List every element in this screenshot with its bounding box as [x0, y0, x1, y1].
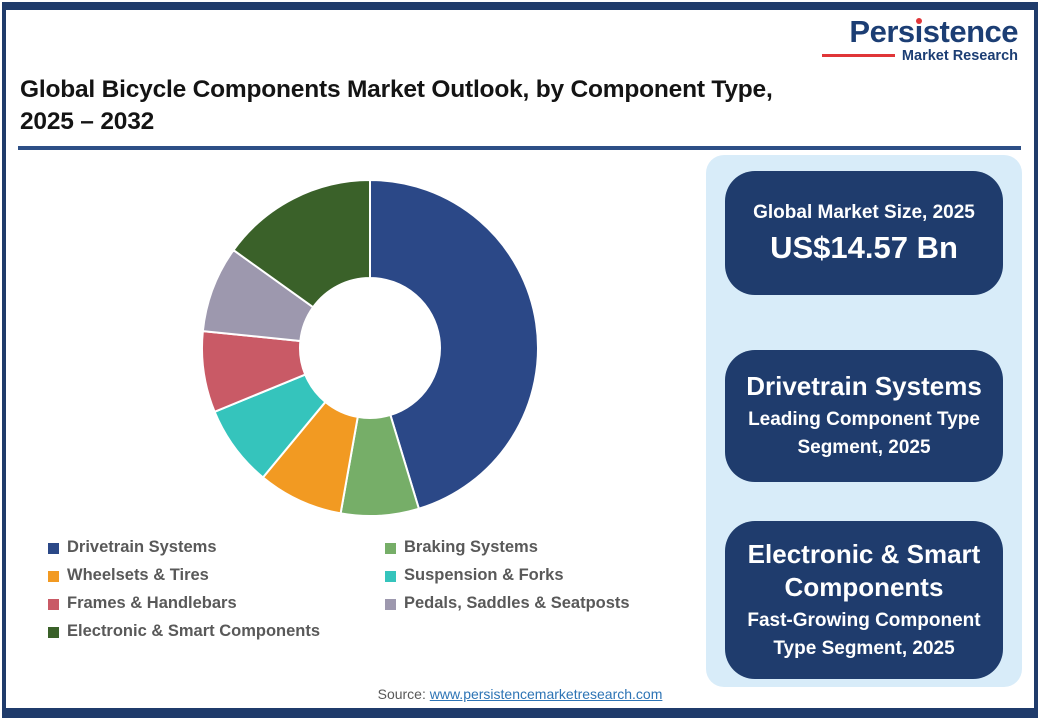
- brand-logo: Persıstence Market Research: [822, 14, 1019, 64]
- leading-segment-card: Drivetrain Systems Leading Component Typ…: [725, 350, 1003, 482]
- chart-legend: Drivetrain Systems Braking Systems Wheelse…: [48, 538, 673, 641]
- page-title: Global Bicycle Components Market Outlook…: [20, 74, 1010, 138]
- brand-name-part: Pers: [849, 14, 915, 49]
- legend-swatch: [385, 542, 396, 554]
- legend-label: Pedals, Saddles & Seatposts: [404, 594, 630, 612]
- legend-swatch: [385, 598, 396, 610]
- legend-item: Drivetrain Systems: [48, 538, 385, 557]
- brand-name-part: ı: [914, 14, 924, 49]
- brand-name: Persıstence: [822, 14, 1019, 49]
- leading-segment-subtitle: Leading Component Type Segment, 2025: [748, 409, 980, 458]
- legend-label: Wheelsets & Tires: [67, 566, 209, 584]
- title-underline: [18, 146, 1021, 150]
- brand-red-rule: [822, 54, 895, 58]
- page-title-line1: Global Bicycle Components Market Outlook…: [20, 76, 773, 103]
- donut-segment-drivetrain-systems: [369, 179, 539, 510]
- highlights-panel: Global Market Size, 2025 US$14.57 Bn Dri…: [706, 155, 1022, 687]
- market-size-title: Global Market Size, 2025: [753, 201, 975, 223]
- source-label: Source:: [377, 686, 426, 702]
- legend-swatch: [48, 626, 59, 638]
- legend-item: Electronic & Smart Components: [48, 622, 385, 641]
- fast-growing-segment-name: Electronic & Smart Components: [747, 538, 981, 602]
- fast-growing-segment-subtitle: Fast-Growing Component Type Segment, 202…: [747, 609, 981, 659]
- legend-label: Braking Systems: [404, 538, 538, 556]
- brand-tagline-row: Market Research: [822, 48, 1018, 64]
- leading-segment-name: Drivetrain Systems: [746, 371, 982, 401]
- legend-label: Frames & Handlebars: [67, 594, 237, 612]
- legend-swatch: [48, 542, 59, 554]
- brand-i-red-dot-icon: ı: [914, 14, 924, 49]
- legend-label: Drivetrain Systems: [67, 538, 217, 556]
- legend-swatch: [385, 570, 396, 582]
- source-link[interactable]: www.persistencemarketresearch.com: [429, 686, 663, 702]
- legend-swatch: [48, 598, 59, 610]
- legend-label: Suspension & Forks: [404, 566, 564, 584]
- market-size-value: US$14.57 Bn: [770, 229, 958, 265]
- fast-growing-segment-card: Electronic & Smart Components Fast-Growi…: [725, 521, 1003, 679]
- donut-chart: [201, 179, 539, 518]
- legend-item: Frames & Handlebars: [48, 594, 385, 613]
- market-size-card: Global Market Size, 2025 US$14.57 Bn: [725, 171, 1003, 295]
- legend-item: Suspension & Forks: [385, 566, 673, 585]
- source-line: Source: www.persistencemarketresearch.co…: [0, 686, 1040, 702]
- legend-swatch: [48, 570, 59, 582]
- brand-tagline: Market Research: [901, 47, 1018, 64]
- legend-item: Wheelsets & Tires: [48, 566, 385, 585]
- page-title-line2: 2025 – 2032: [20, 108, 155, 135]
- brand-name-part: stence: [922, 14, 1019, 49]
- legend-item: Braking Systems: [385, 538, 673, 557]
- donut-segment-electronic-smart-components: [232, 179, 371, 309]
- legend-label: Electronic & Smart Components: [67, 622, 321, 640]
- legend-item: Pedals, Saddles & Seatposts: [385, 594, 673, 613]
